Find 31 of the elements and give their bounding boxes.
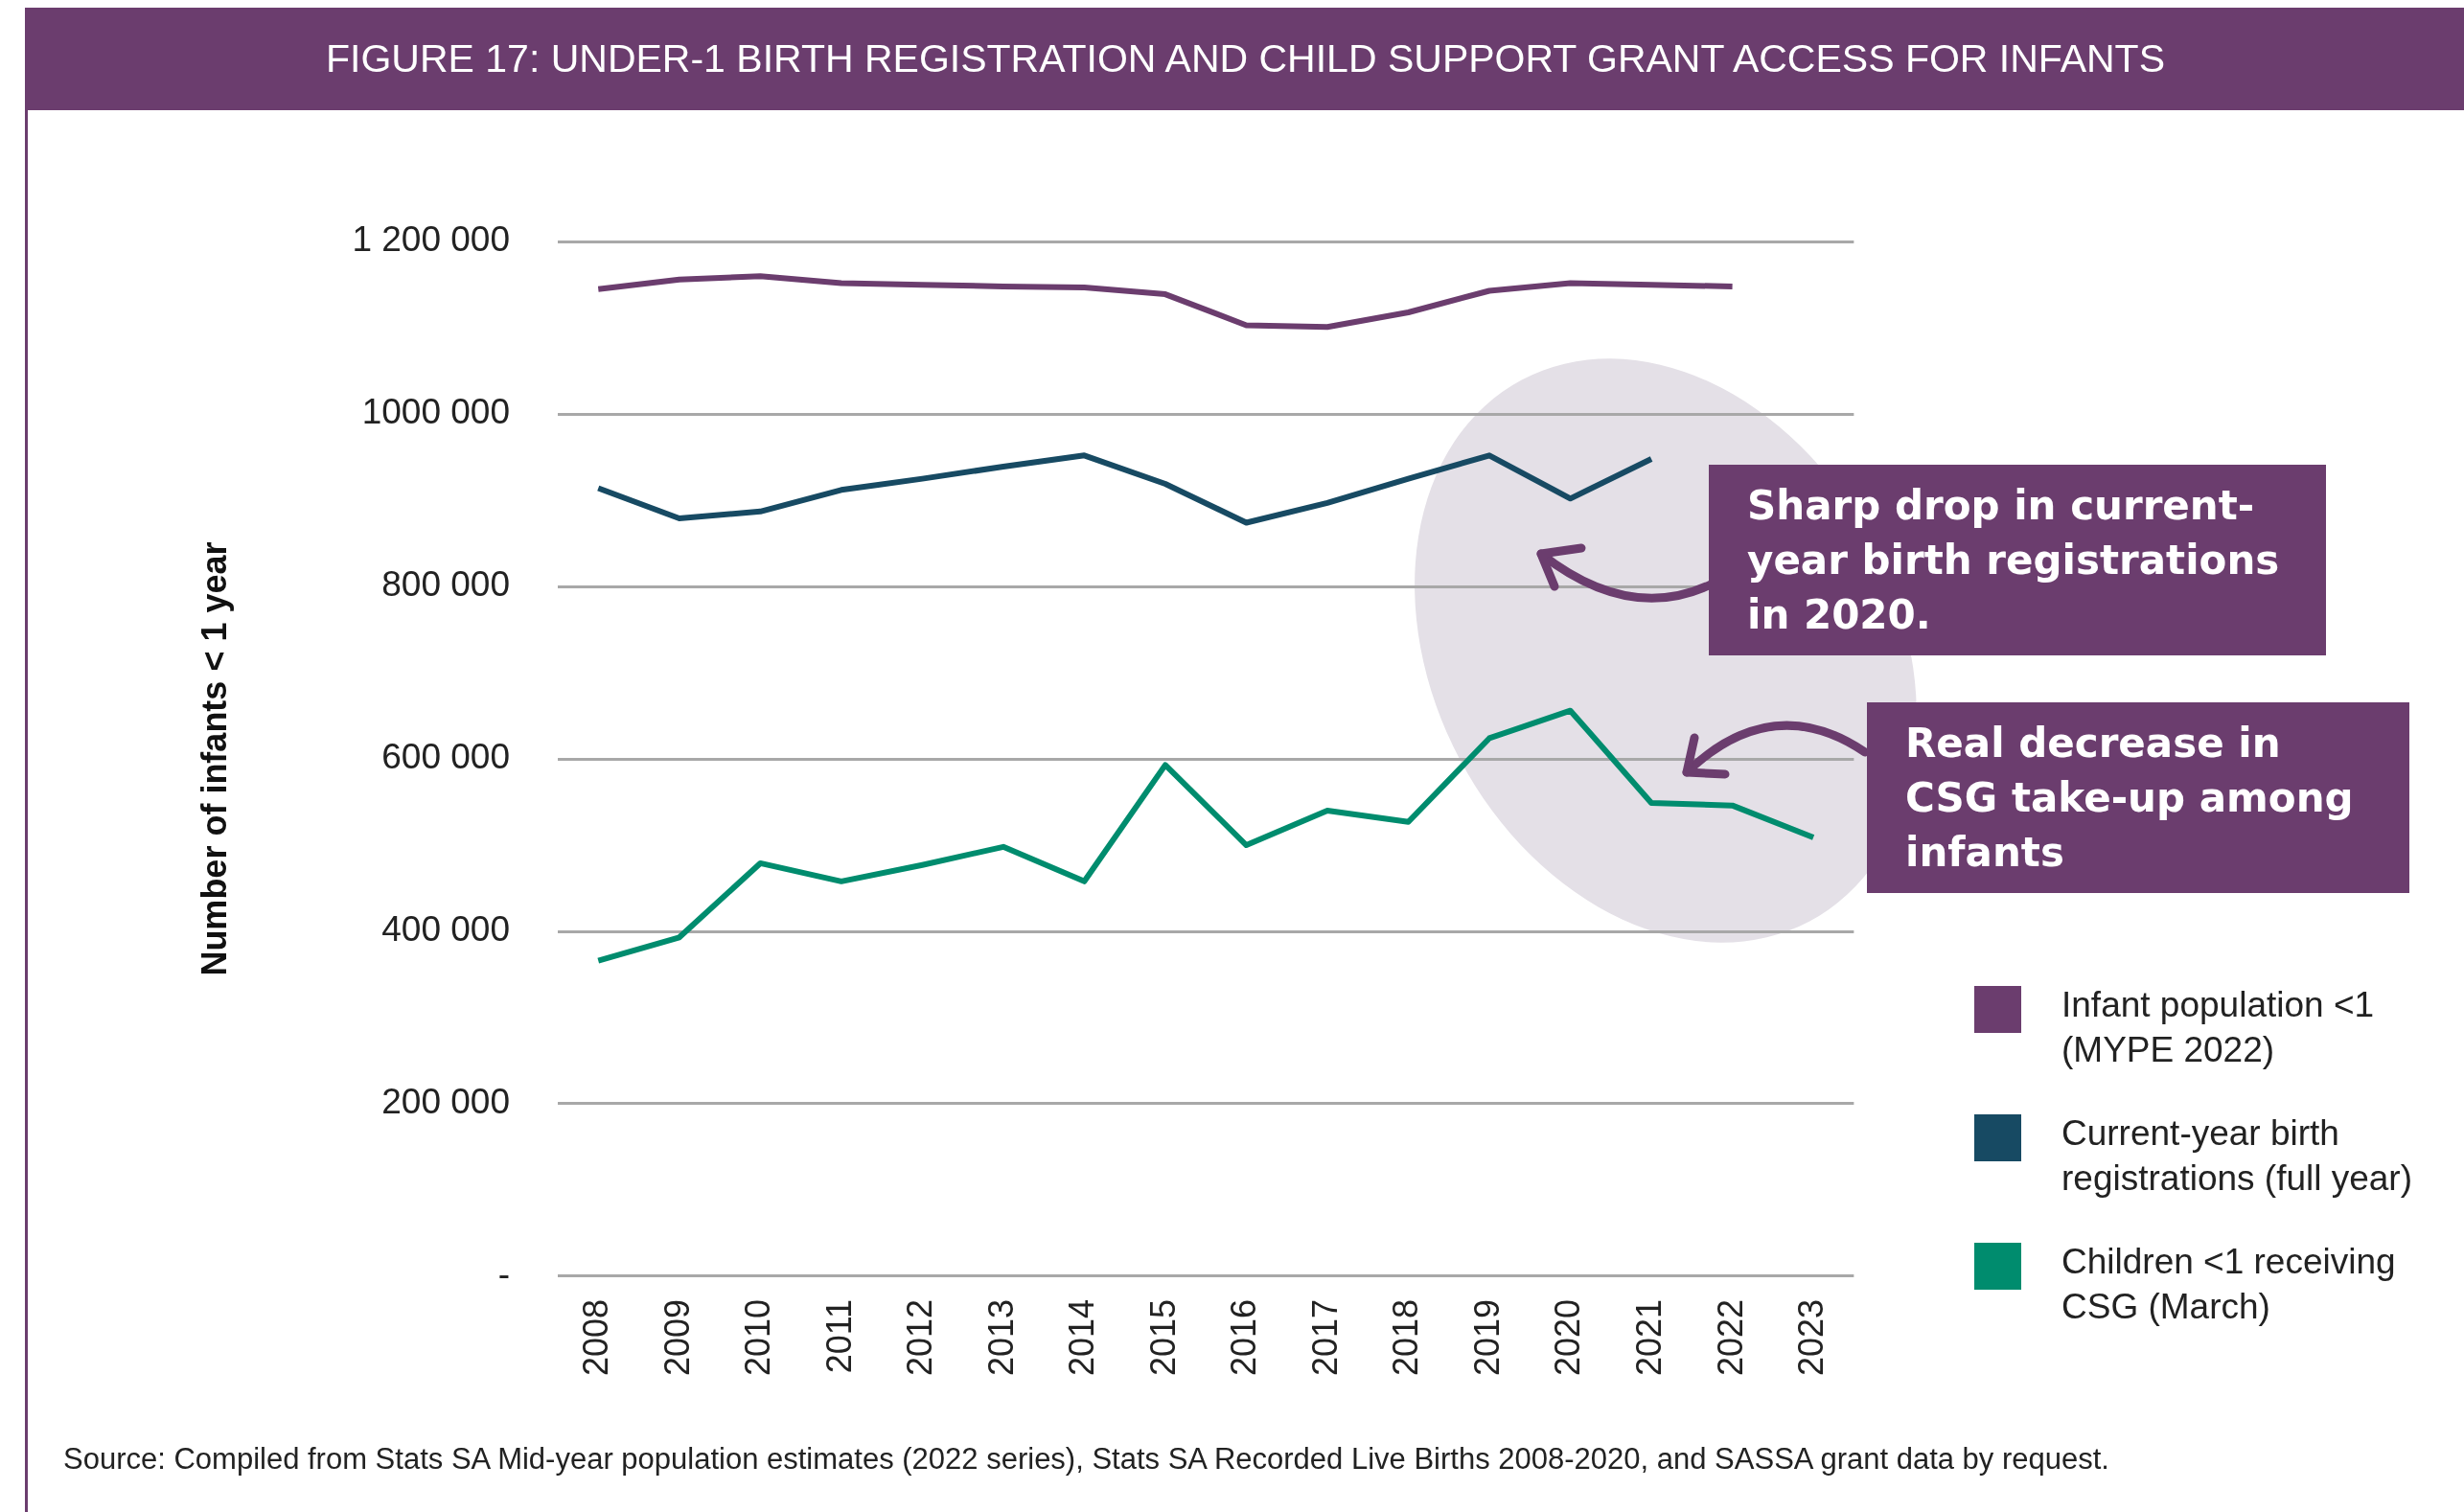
x-tick-label: 2016 [1224, 1298, 1264, 1377]
y-tick-label: 800 000 [381, 564, 510, 605]
y-tick-label: 200 000 [381, 1082, 510, 1122]
x-tick-label: 2022 [1710, 1298, 1750, 1377]
source-note: Source: Compiled from Stats SA Mid-year population estimates (2022 series), Stats SA Recorded Live Births 2008-2020, and SASSA grant data by request. [63, 1442, 2109, 1477]
y-tick-label: - [497, 1254, 510, 1294]
text: Real decrease in CSG take-up among infants [1867, 702, 2409, 893]
x-tick-label: 2019 [1466, 1298, 1507, 1377]
y-tick-label: 400 000 [381, 909, 510, 950]
y-axis-title: Number of infants < 1 year [194, 541, 234, 976]
x-tick-label: 2015 [1142, 1298, 1183, 1377]
legend-label: Infant population <1 (MYPE 2022) [2061, 984, 2376, 1071]
x-tick-label: 2020 [1548, 1298, 1588, 1377]
x-tick-label: 2021 [1628, 1298, 1669, 1377]
x-tick-label: 2011 [818, 1298, 859, 1374]
x-tick-label: 2018 [1386, 1298, 1426, 1377]
legend-label: Children <1 receiving CSG (March) [2061, 1241, 2397, 1328]
x-tick-label: 2012 [900, 1298, 940, 1377]
x-tick-label: 2008 [576, 1298, 616, 1377]
annotation: Sharp drop in current-year birth registrations in 2020. [1709, 465, 2326, 655]
y-tick-label: 600 000 [381, 737, 510, 777]
x-tick-label: 2010 [738, 1298, 778, 1377]
x-tick-label: 2014 [1062, 1298, 1102, 1377]
legend-label: Current-year birth registrations (full year) [2061, 1112, 2413, 1200]
chart-title: FIGURE 17: UNDER-1 BIRTH REGISTRATION AND CHILD SUPPORT GRANT ACCESS FOR INFANTS [27, 8, 2464, 110]
x-tick-label: 2017 [1304, 1298, 1345, 1377]
y-tick-label: 1000 000 [361, 392, 510, 432]
x-tick-label: 2023 [1791, 1298, 1831, 1377]
x-tick-label: 2009 [656, 1298, 697, 1377]
x-tick-label: 2013 [980, 1298, 1021, 1377]
y-tick-label: 1 200 000 [352, 219, 510, 260]
